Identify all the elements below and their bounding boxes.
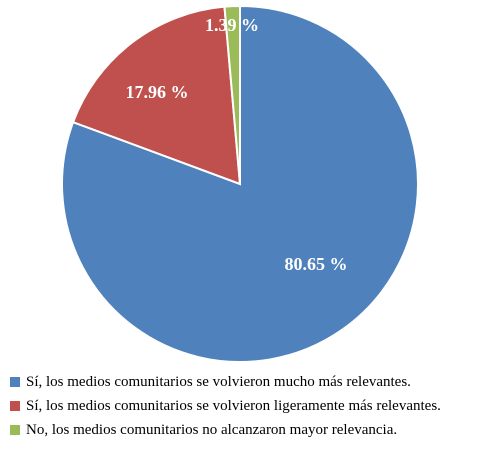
slice-value-label-1: 80.65 % — [285, 254, 348, 274]
legend: Sí, los medios comunitarios se volvieron… — [10, 374, 441, 438]
pie-slice-3 — [223, 4, 241, 185]
pie-value-labels: 80.65 % 17.96 % 1.39 % — [126, 15, 348, 274]
legend-label-3: No, los medios comunitarios no alcanzaro… — [26, 422, 397, 438]
slice-value-label-3: 1.39 % — [205, 15, 259, 35]
legend-swatch-2 — [10, 401, 20, 411]
legend-label-1: Sí, los medios comunitarios se volvieron… — [26, 374, 411, 390]
legend-label-2: Sí, los medios comunitarios se volvieron… — [26, 398, 441, 414]
legend-swatch-3 — [10, 425, 20, 435]
pie-slice-2 — [71, 5, 242, 186]
pie-slices — [61, 4, 419, 363]
slice-value-label-2: 17.96 % — [126, 82, 189, 102]
legend-swatch-1 — [10, 377, 20, 387]
